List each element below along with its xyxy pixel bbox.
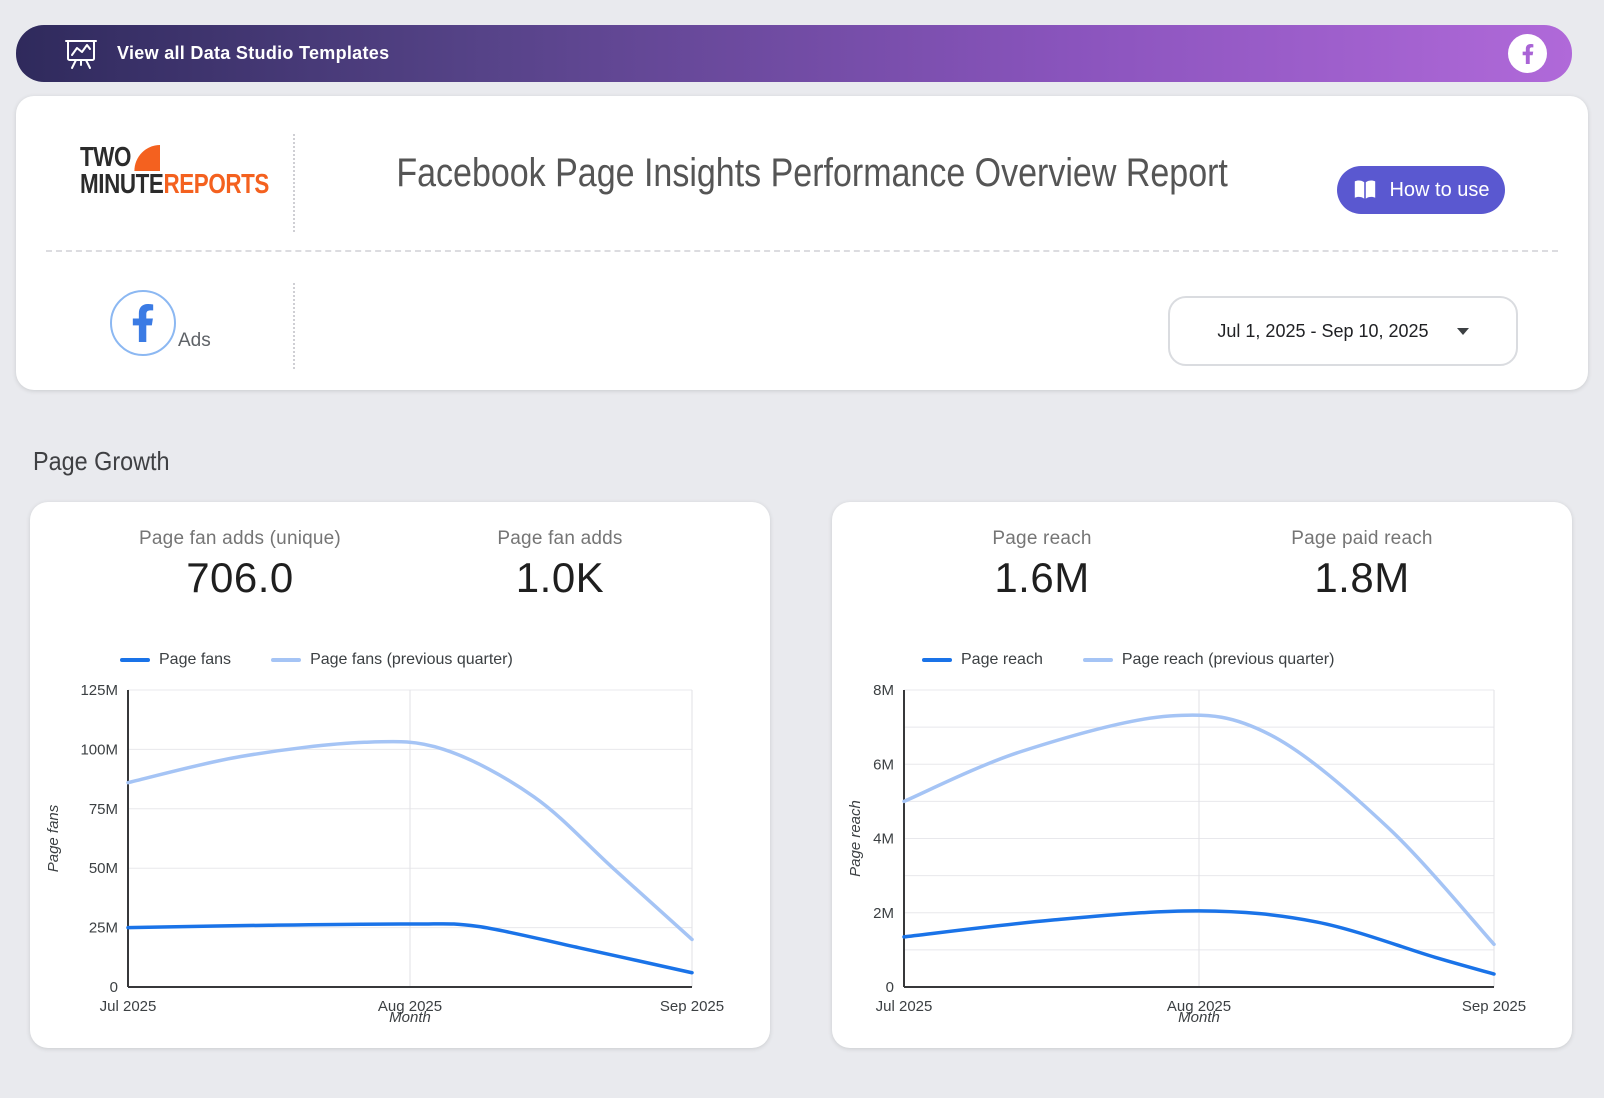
dotted-divider-vertical [293,283,295,369]
scorecard-value: 1.8M [1314,554,1410,601]
scorecard-value: 1.0K [515,554,605,601]
svg-text:2M: 2M [873,905,894,922]
dashed-divider-horizontal [46,250,1558,252]
svg-text:75M: 75M [89,801,118,818]
legend-swatch [271,658,302,662]
legend-label: Page reach (previous quarter) [1121,651,1335,668]
line-chart-page-fans: 0 25M 50M 75M 100M 125M Jul 2025 Aug 2025 Sep 20… [42,676,770,1033]
scorecard-label: Page reach [992,528,1092,549]
scorecard-value: 706.0 [186,554,294,601]
svg-text:Aug 2025: Aug 2025 [1167,998,1231,1015]
banner-label: View all Data Studio Templates [117,43,390,63]
chart-legend: Page reach Page reach (previous quarter) [922,650,1572,670]
svg-text:Page reach: Page reach [847,800,864,877]
legend-item: Page fans [120,651,231,669]
logo-word-minute: MINUTE [80,167,164,199]
svg-text:6M: 6M [873,756,894,773]
legend-swatch [120,658,150,662]
scorecard-value: 1.6M [994,554,1090,601]
legend-swatch [1082,658,1113,662]
two-minute-reports-logo: TWO MINUTEREPORTS [80,141,269,199]
svg-text:0: 0 [110,979,118,996]
svg-text:8M: 8M [873,682,894,699]
legend-item: Page reach (previous quarter) [1082,651,1335,669]
scorecard-label: Page fan adds (unique) [139,528,341,549]
section-title: Page Growth [33,446,170,476]
line-chart-page-reach: 0 2M 4M 6M 8M Jul 2025 Aug 2025 Sep 2025 Month Pa… [844,676,1572,1033]
legend-swatch [922,658,952,662]
scorecard: Page fan adds 1.0K [400,528,720,602]
legend-label: Page reach [961,651,1043,668]
svg-text:0: 0 [886,979,894,996]
report-title: Facebook Page Insights Performance Overv… [396,150,1228,195]
dropdown-arrow-icon [1456,327,1469,335]
dotted-divider-vertical [293,134,295,232]
svg-text:Jul 2025: Jul 2025 [876,998,933,1015]
how-to-use-label: How to use [1389,178,1490,201]
page-fans-chart-card: Page fan adds (unique) 706.0 Page fan ad… [30,502,770,1048]
legend-item: Page reach [922,651,1043,669]
svg-text:Jul 2025: Jul 2025 [100,998,157,1015]
date-range-value: Jul 1, 2025 - Sep 10, 2025 [1217,320,1429,341]
svg-text:Month: Month [389,1009,431,1026]
legend-label: Page fans [159,651,232,668]
chart-legend: Page fans Page fans (previous quarter) [120,650,770,670]
facebook-icon[interactable] [1508,34,1547,73]
svg-text:25M: 25M [89,920,118,937]
page-reach-chart-card: Page reach 1.6M Page paid reach 1.8M Pag… [832,502,1572,1048]
scorecard: Page paid reach 1.8M [1202,528,1522,602]
svg-text:125M: 125M [80,682,118,699]
svg-text:4M: 4M [873,831,894,848]
presentation-chart-icon [63,36,99,72]
logo-word-two: TWO [80,141,132,172]
svg-text:Month: Month [1178,1009,1220,1026]
scorecard-row: Page reach 1.6M Page paid reach 1.8M [832,502,1572,602]
report-header-card: TWO MINUTEREPORTS Facebook Page Insights… [16,96,1588,390]
svg-text:Page fans: Page fans [45,804,62,872]
scorecard-label: Page paid reach [1291,528,1433,549]
scorecard: Page reach 1.6M [882,528,1202,602]
legend-label: Page fans (previous quarter) [310,651,513,668]
legend-item: Page fans (previous quarter) [271,651,513,669]
facebook-source-icon [110,290,176,356]
scorecard-label: Page fan adds [497,528,623,549]
templates-banner[interactable]: View all Data Studio Templates [16,25,1572,82]
scorecard-row: Page fan adds (unique) 706.0 Page fan ad… [30,502,770,602]
line-chart-svg: 0 2M 4M 6M 8M Jul 2025 Aug 2025 Sep 2025 Month Pa… [847,682,1526,1026]
logo-word-reports: REPORTS [163,167,269,199]
line-chart-svg: 0 25M 50M 75M 100M 125M Jul 2025 Aug 2025 Sep 20… [45,682,724,1026]
date-range-selector[interactable]: Jul 1, 2025 - Sep 10, 2025 [1168,296,1518,366]
report-title-wrap: Facebook Page Insights Performance Overv… [326,96,1298,250]
source-label: Ads [178,330,211,351]
svg-text:50M: 50M [89,860,118,877]
svg-text:Aug 2025: Aug 2025 [378,998,442,1015]
open-book-icon [1352,179,1378,201]
svg-text:100M: 100M [80,741,118,758]
svg-text:Sep 2025: Sep 2025 [660,998,724,1015]
scorecard: Page fan adds (unique) 706.0 [80,528,400,602]
how-to-use-button[interactable]: How to use [1337,166,1505,214]
svg-text:Sep 2025: Sep 2025 [1462,998,1526,1015]
